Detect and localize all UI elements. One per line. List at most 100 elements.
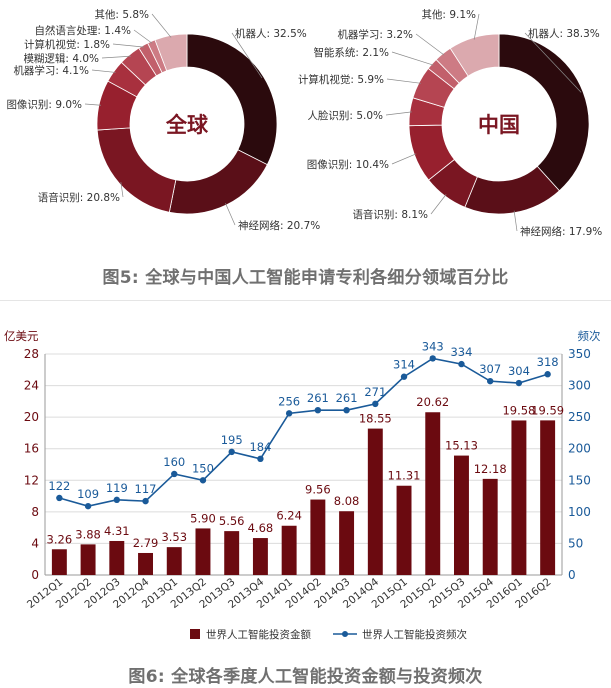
donut2-label-6: 计算机视觉: 5.9% xyxy=(298,73,384,86)
donut1-leader-3 xyxy=(120,181,124,198)
bar-2012Q2 xyxy=(80,544,96,575)
bar-value-label: 3.26 xyxy=(47,532,73,546)
donut2-slice-1 xyxy=(498,33,590,192)
line-value-label: 150 xyxy=(192,461,214,475)
donut2-leader-7 xyxy=(391,51,434,66)
left-tick-label: 8 xyxy=(31,505,39,519)
figure6-caption: 图6: 全球各季度人工智能投资金额与投资频次 xyxy=(128,667,483,687)
left-tick-label: 28 xyxy=(24,347,39,361)
donut1-leader-8 xyxy=(133,29,153,44)
line-value-label: 109 xyxy=(77,487,99,501)
bar-2015Q2 xyxy=(425,412,441,575)
donut1-leader-7 xyxy=(112,43,145,48)
line-point-2014Q4 xyxy=(372,400,379,408)
donut2-label-7: 智能系统: 2.1% xyxy=(313,46,389,59)
line-point-2013Q4 xyxy=(257,455,264,463)
bar-2013Q2 xyxy=(195,528,211,575)
line-point-2014Q2 xyxy=(314,406,322,414)
right-tick-label: 350 xyxy=(568,347,591,361)
bar-value-label: 5.56 xyxy=(219,514,245,528)
donut1-label-1: 机器人: 32.5% xyxy=(235,27,307,40)
donut1-slice-9 xyxy=(154,33,188,72)
donut1-slice-2 xyxy=(168,149,268,215)
line-point-2014Q3 xyxy=(343,406,350,414)
line-point-2012Q1 xyxy=(56,494,63,502)
bar-value-label: 19.58 xyxy=(502,403,535,417)
figure-divider xyxy=(0,300,611,301)
bar-value-label: 15.13 xyxy=(445,439,478,453)
line-point-2012Q3 xyxy=(113,496,121,504)
line-value-label: 334 xyxy=(450,345,472,359)
bar-2016Q2 xyxy=(540,420,556,575)
donut1-label-4: 图像识别: 9.0% xyxy=(6,99,82,111)
line-value-label: 261 xyxy=(336,391,358,405)
bar-2013Q1 xyxy=(166,547,182,575)
bar-2013Q3 xyxy=(224,531,240,575)
figure5-donut-charts: 机器人: 32.5% 神经网络: 20.7% 语音识别: 20.8% 图像识别: 9.… xyxy=(6,8,602,238)
donut1-leader-2 xyxy=(225,203,236,226)
donut2-label-9: 其他: 9.1% xyxy=(421,8,476,21)
donut2-leader-1 xyxy=(524,32,582,93)
line-point-2015Q3 xyxy=(458,360,465,368)
right-tick-label: 200 xyxy=(568,442,591,456)
line-value-label: 343 xyxy=(422,339,444,353)
line-point-2014Q1 xyxy=(285,410,293,417)
bar-value-label: 20.62 xyxy=(416,395,449,409)
left-tick-label: 4 xyxy=(31,536,39,550)
left-tick-label: 0 xyxy=(31,568,39,582)
donut1-leader-5 xyxy=(91,69,116,73)
bar-value-label: 2.79 xyxy=(133,536,159,550)
line-value-label: 160 xyxy=(163,455,185,469)
donut2-label-8: 机器学习: 3.2% xyxy=(337,28,413,41)
legend-bar-label: 世界人工智能投资金额 xyxy=(206,628,311,641)
bar-value-label: 3.53 xyxy=(161,530,187,544)
line-point-2013Q2 xyxy=(199,477,207,484)
line-value-label: 318 xyxy=(537,355,559,369)
donut2-label-5: 人脸识别: 5.0% xyxy=(307,109,383,122)
left-axis-title: 亿美元 xyxy=(4,329,39,343)
donut2-leader-6 xyxy=(386,78,422,84)
line-value-label: 304 xyxy=(508,364,530,378)
right-axis-title: 频次 xyxy=(578,329,601,343)
line-value-label: 119 xyxy=(106,481,128,495)
donut1-label-5: 机器学习: 4.1% xyxy=(13,64,89,77)
bar-2012Q3 xyxy=(109,540,125,575)
left-tick-label: 24 xyxy=(24,379,39,393)
donut1-label-9: 其他: 5.8% xyxy=(94,8,149,21)
right-tick-label: 100 xyxy=(568,505,591,519)
line-point-2016Q2 xyxy=(544,371,551,378)
line-value-label: 184 xyxy=(249,440,271,454)
bar-2015Q1 xyxy=(396,485,412,575)
line-point-2016Q1 xyxy=(515,379,523,387)
donut1-leader-4 xyxy=(84,103,102,106)
donut1-center-title: 全球 xyxy=(165,113,209,137)
donut2-label-2: 神经网络: 17.9% xyxy=(520,225,602,238)
bar-2013Q4 xyxy=(252,538,268,575)
right-tick-label: 250 xyxy=(568,410,591,424)
bar-value-label: 3.88 xyxy=(75,527,101,541)
line-point-2012Q2 xyxy=(84,502,92,510)
donut2-label-3: 语音识别: 8.1% xyxy=(352,208,428,221)
legend-line-marker xyxy=(342,631,348,637)
donut2-leader-4 xyxy=(391,153,417,165)
bar-value-label: 18.55 xyxy=(359,412,392,426)
line-point-2013Q3 xyxy=(228,448,235,456)
left-tick-label: 12 xyxy=(24,473,39,487)
donut1-label-2: 神经网络: 20.7% xyxy=(238,219,320,232)
right-tick-label: 300 xyxy=(568,379,591,393)
bar-2014Q3 xyxy=(339,511,355,575)
line-point-2013Q1 xyxy=(171,470,178,478)
bar-2015Q3 xyxy=(454,455,469,575)
bar-value-label: 8.08 xyxy=(334,494,360,508)
bar-value-label: 11.31 xyxy=(388,469,421,483)
donut1-label-8: 自然语言处理: 1.4% xyxy=(34,24,131,37)
left-tick-label: 20 xyxy=(24,410,39,424)
legend-bar-swatch xyxy=(190,629,200,639)
right-tick-label: 0 xyxy=(568,568,576,582)
bar-value-label: 6.24 xyxy=(276,509,302,523)
donut1-leader-1 xyxy=(231,32,263,79)
figure6-combo-chart: 亿美元 频次 0 4 8 12 16 20 24 28 0 50 100 150 200 250 300 350 3… xyxy=(4,329,601,641)
bar-value-label: 5.90 xyxy=(190,511,216,525)
bar-value-label: 19.59 xyxy=(531,403,564,417)
line-value-label: 117 xyxy=(135,482,157,496)
